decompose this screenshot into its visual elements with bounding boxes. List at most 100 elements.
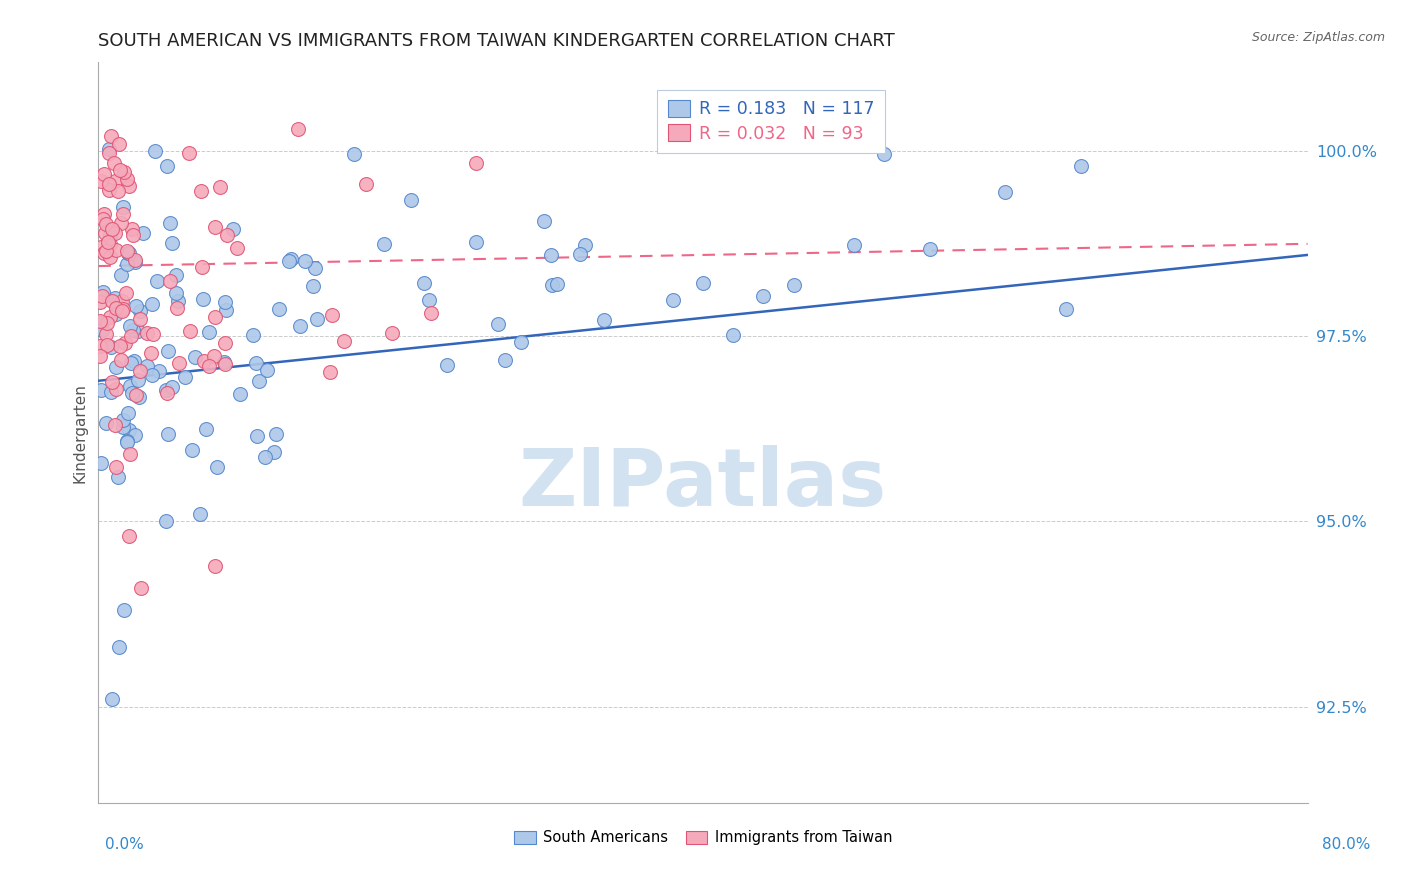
Point [209,179,232,194]
Point [97,235,120,250]
Point [103,418,125,433]
Point [118,423,141,437]
Point [222,221,245,235]
Point [117,245,139,260]
Point [96,338,118,352]
Point [132,226,155,240]
Point [104,291,127,305]
Point [321,308,343,322]
Point [723,328,745,343]
Point [214,295,236,310]
Text: 80.0%: 80.0% [1323,837,1371,852]
Point [242,328,264,343]
Point [120,379,142,393]
Point [111,413,134,427]
Point [165,286,187,301]
Point [193,292,215,306]
Point [533,214,555,228]
Point [167,294,190,309]
Point [136,326,159,340]
Point [593,312,616,326]
Point [97,142,120,156]
Point [104,227,127,241]
Point [155,515,177,529]
Point [91,323,114,337]
Point [110,353,132,368]
Point [1070,159,1092,173]
Point [112,165,135,179]
Point [128,390,150,404]
Point [509,335,531,350]
Text: SOUTH AMERICAN VS IMMIGRANTS FROM TAIWAN KINDERGARTEN CORRELATION CHART: SOUTH AMERICAN VS IMMIGRANTS FROM TAIWAN… [98,32,896,50]
Point [111,420,134,434]
Point [319,365,342,379]
Point [121,323,143,337]
Point [112,301,135,316]
Point [111,207,134,221]
Point [465,156,488,170]
Point [124,255,146,269]
Point [207,459,229,474]
Point [215,228,238,243]
Point [436,358,458,372]
Point [280,252,302,266]
Point [212,355,235,369]
Point [96,316,118,330]
Point [94,218,117,232]
Point [194,422,217,436]
Point [120,328,142,343]
Point [89,295,111,310]
Point [141,297,163,311]
Point [179,146,201,161]
Point [100,222,122,236]
Point [128,312,150,326]
Point [104,359,127,374]
Point [125,299,148,313]
Point [93,226,115,240]
Point [246,429,269,443]
Point [129,364,152,378]
Point [157,343,180,358]
Point [569,247,592,261]
Point [121,222,143,236]
Point [108,338,131,352]
Point [278,254,301,268]
Point [214,357,236,371]
Point [540,248,562,262]
Point [188,507,211,521]
Text: Source: ZipAtlas.com: Source: ZipAtlas.com [1251,31,1385,45]
Point [118,529,141,543]
Point [752,289,775,303]
Point [193,354,215,368]
Point [159,274,181,288]
Point [136,359,159,373]
Point [118,179,141,194]
Point [112,603,135,617]
Point [110,216,132,230]
Point [1054,301,1077,316]
Point [202,349,225,363]
Point [155,383,177,397]
Point [173,369,195,384]
Point [98,177,121,191]
Point [115,172,138,186]
Point [148,364,170,378]
Point [89,349,111,363]
Point [141,346,163,360]
Point [214,302,236,317]
Point [256,363,278,377]
Point [229,387,252,401]
Point [129,304,152,318]
Point [98,251,121,265]
Point [253,450,276,465]
Point [146,274,169,288]
Point [101,375,124,389]
Point [115,434,138,449]
Point [198,359,221,373]
Point [94,327,117,342]
Point [294,254,316,268]
Point [304,261,326,276]
Point [143,145,166,159]
Point [117,406,139,420]
Point [494,353,516,368]
